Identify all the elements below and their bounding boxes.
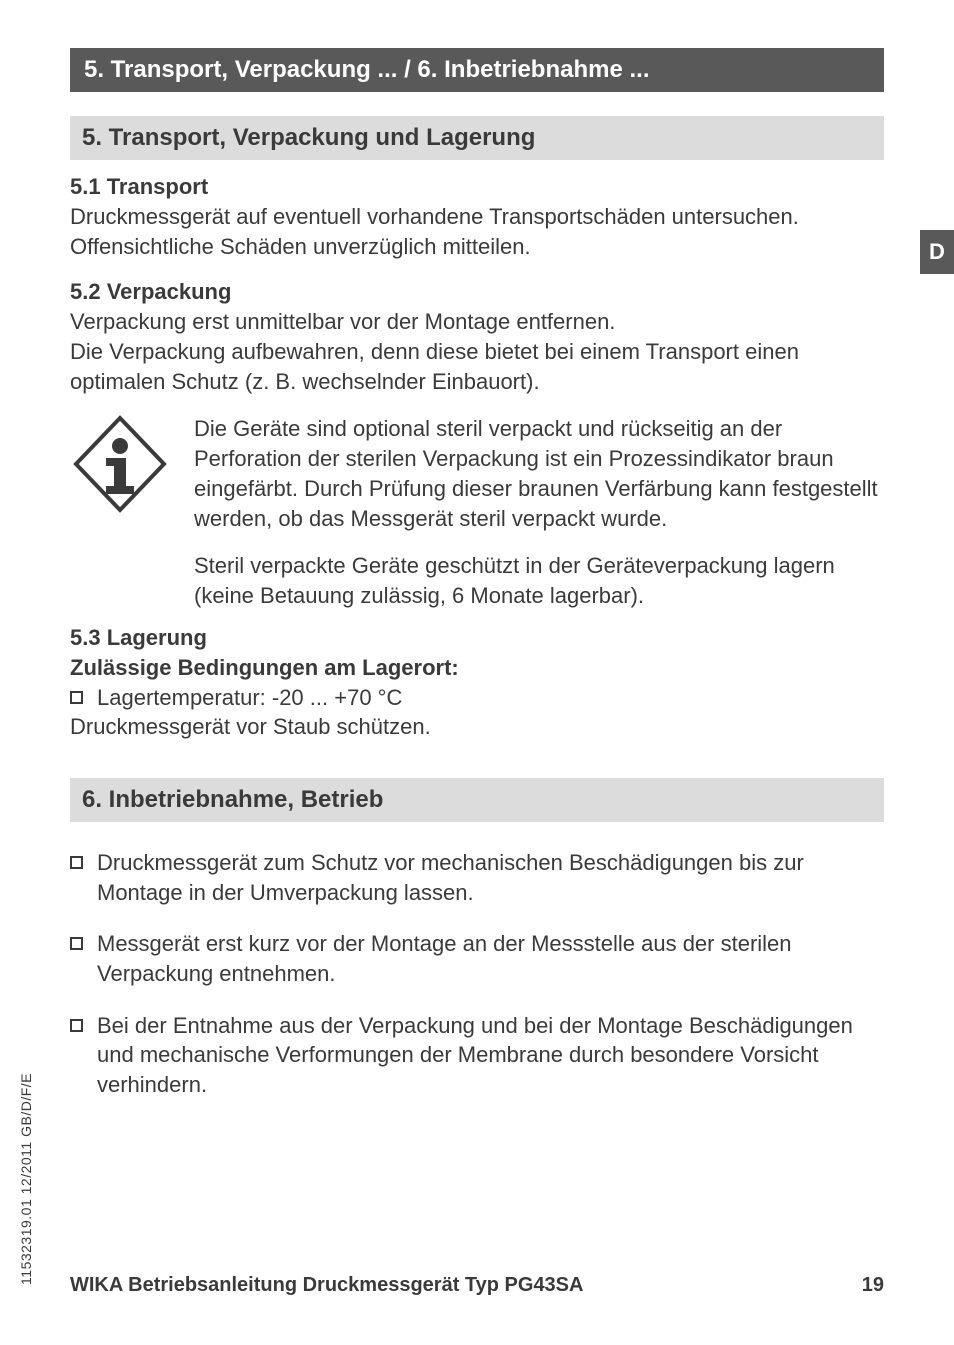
bullet-text: Lagertemperatur: -20 ... +70 °C [97,683,402,713]
footer-left: WIKA Betriebsanleitung Druckmessgerät Ty… [70,1274,583,1297]
section-6-title: 6. Inbetriebnahme, Betrieb [70,778,884,822]
sub-5-1-heading: 5.1 Transport [70,174,884,200]
sub-5-1-body: Druckmessgerät auf eventuell vorhandene … [70,202,884,261]
bullet-text: Messgerät erst kurz vor der Montage an d… [97,929,884,988]
bullet-text: Bei der Entnahme aus der Verpackung und … [97,1011,884,1100]
info-text-2: Steril verpackte Geräte geschützt in der… [194,551,884,610]
section-5-title: 5. Transport, Verpackung und Lagerung [70,116,884,160]
sub-5-3-after: Druckmessgerät vor Staub schützen. [70,712,884,742]
language-tab: D [920,230,954,274]
list-item: Druckmessgerät zum Schutz vor mechanisch… [70,848,884,907]
bullet-icon [70,691,83,704]
bullet-text: Druckmessgerät zum Schutz vor mechanisch… [97,848,884,907]
sub-5-3-heading: 5.3 Lagerung [70,625,884,651]
footer: WIKA Betriebsanleitung Druckmessgerät Ty… [70,1274,884,1297]
bullet-icon [70,1019,83,1032]
sub-5-3-sublabel: Zulässige Bedingungen am Lagerort: [70,655,884,681]
info-text-1: Die Geräte sind optional steril verpackt… [194,414,884,533]
page-number: 19 [862,1274,884,1297]
list-item: Messgerät erst kurz vor der Montage an d… [70,929,884,988]
header-bar: 5. Transport, Verpackung ... / 6. Inbetr… [70,48,884,92]
list-item: Lagertemperatur: -20 ... +70 °C [70,683,884,713]
document-code: 11532319.01 12/2011 GB/D/F/E [18,1073,34,1285]
sub-5-2-heading: 5.2 Verpackung [70,279,884,305]
info-icon [70,414,170,514]
bullet-icon [70,937,83,950]
list-item: Bei der Entnahme aus der Verpackung und … [70,1011,884,1100]
info-box: Die Geräte sind optional steril verpackt… [70,414,884,533]
sub-5-2-body: Verpackung erst unmittelbar vor der Mont… [70,307,884,396]
section-6-list: Druckmessgerät zum Schutz vor mechanisch… [70,848,884,1100]
bullet-icon [70,856,83,869]
